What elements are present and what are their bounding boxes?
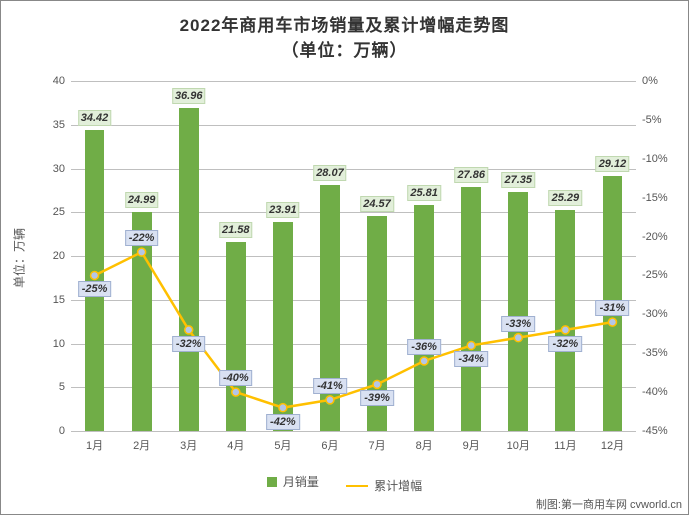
y-right-tick-label: -25% [642, 269, 668, 281]
x-tick-label: 1月 [86, 437, 103, 453]
y-right-tick-label: -45% [642, 425, 668, 437]
y-left-axis-title: 单位：万辆 [11, 227, 28, 287]
y-right-tick-label: -10% [642, 153, 668, 165]
x-tick-label: 3月 [180, 437, 197, 453]
line-value-label: -40% [219, 370, 253, 386]
y-left-tick-label: 30 [53, 163, 65, 175]
legend-bar-label: 月销量 [283, 473, 319, 490]
line-value-label: -36% [407, 339, 441, 355]
y-right-tick-label: -5% [642, 114, 662, 126]
y-right-tick-label: -15% [642, 192, 668, 204]
plot-area: 0510152025303540-45%-40%-35%-30%-25%-20%… [71, 81, 636, 431]
y-right-tick-label: -40% [642, 386, 668, 398]
y-right-tick-label: -35% [642, 347, 668, 359]
legend-item-line: 累计增幅 [346, 477, 422, 494]
line-swatch-icon [346, 485, 368, 487]
x-tick-label: 10月 [507, 437, 530, 453]
bar-swatch-icon [267, 477, 277, 487]
line-value-label: -39% [360, 390, 394, 406]
x-tick-label: 4月 [227, 437, 244, 453]
line-value-label: -25% [78, 281, 112, 297]
legend-item-bar: 月销量 [267, 473, 319, 490]
grid-line [71, 431, 636, 432]
y-left-tick-label: 10 [53, 338, 65, 350]
x-tick-label: 2月 [133, 437, 150, 453]
x-tick-label: 8月 [416, 437, 433, 453]
line-value-label: -32% [172, 336, 206, 352]
chart-subtitle: （单位：万辆） [1, 36, 688, 61]
footer-credit: 制图:第一商用车网 cvworld.cn [536, 496, 682, 512]
line-value-label: -41% [313, 378, 347, 394]
line-value-label: -22% [125, 230, 159, 246]
line-value-label: -33% [501, 316, 535, 332]
y-left-tick-label: 5 [59, 381, 65, 393]
x-tick-label: 12月 [601, 437, 624, 453]
y-left-tick-label: 25 [53, 206, 65, 218]
y-right-tick-label: -30% [642, 308, 668, 320]
y-left-tick-label: 40 [53, 75, 65, 87]
y-right-tick-label: 0% [642, 75, 658, 87]
line-value-label: -42% [266, 414, 300, 430]
line-value-label: -34% [454, 351, 488, 367]
x-tick-label: 5月 [274, 437, 291, 453]
y-right-tick-label: -20% [642, 231, 668, 243]
x-tick-label: 11月 [554, 437, 576, 453]
y-left-tick-label: 20 [53, 250, 65, 262]
legend-line-label: 累计增幅 [374, 477, 422, 494]
y-left-tick-label: 0 [59, 425, 65, 437]
x-tick-label: 7月 [368, 437, 385, 453]
line-value-label: -32% [549, 336, 583, 352]
y-left-tick-label: 35 [53, 119, 65, 131]
y-left-tick-label: 15 [53, 294, 65, 306]
chart-title: 2022年商用车市场销量及累计增幅走势图 [1, 1, 688, 36]
line-value-label: -31% [596, 300, 630, 316]
x-tick-label: 9月 [463, 437, 480, 453]
chart-container: 2022年商用车市场销量及累计增幅走势图 （单位：万辆） 单位：万辆 05101… [0, 0, 689, 515]
x-tick-label: 6月 [321, 437, 338, 453]
line-layer [71, 81, 636, 431]
legend: 月销量 累计增幅 [1, 473, 688, 494]
